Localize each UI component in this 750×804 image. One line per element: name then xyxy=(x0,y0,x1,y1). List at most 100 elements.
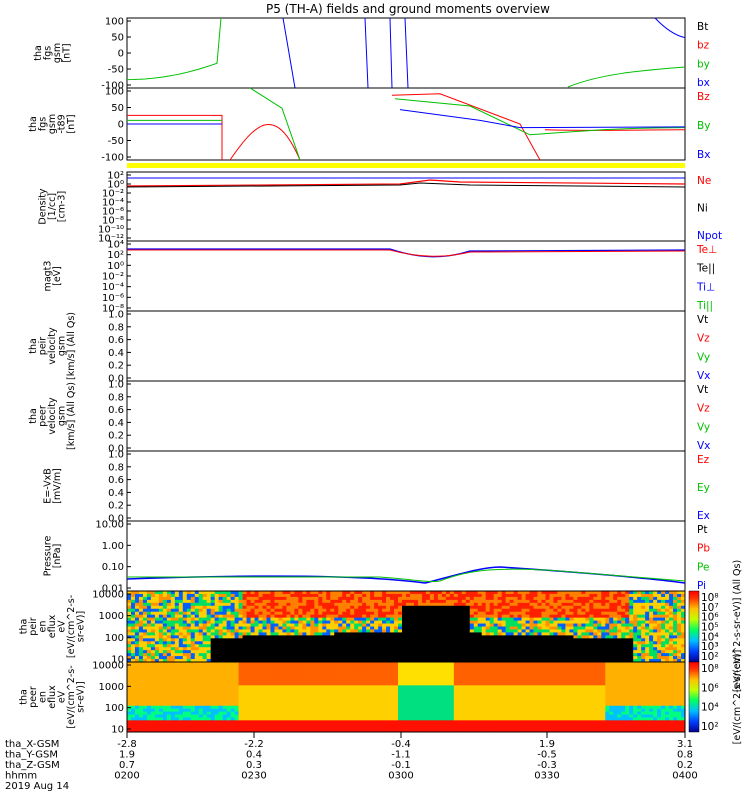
heatmap-cell xyxy=(330,715,334,718)
heatmap-cell xyxy=(526,594,530,597)
heatmap-cell xyxy=(219,615,223,618)
heatmap-cell xyxy=(215,685,219,688)
heatmap-cell xyxy=(673,644,677,647)
heatmap-cell xyxy=(175,726,179,729)
heatmap-cell xyxy=(386,635,390,638)
heatmap-cell xyxy=(350,671,354,674)
heatmap-cell xyxy=(538,624,542,627)
heatmap-cell xyxy=(227,635,231,638)
heatmap-cell xyxy=(593,629,597,632)
heatmap-cell xyxy=(442,644,446,647)
heatmap-cell xyxy=(191,680,195,683)
heatmap-cell xyxy=(235,624,239,627)
heatmap-cell xyxy=(187,612,191,615)
heatmap-cell xyxy=(255,629,259,632)
heatmap-cell xyxy=(151,606,155,609)
heatmap-cell xyxy=(195,712,199,715)
heatmap-cell xyxy=(378,603,382,606)
heatmap-cell xyxy=(414,653,418,656)
heatmap-cell xyxy=(306,700,310,703)
heatmap-cell xyxy=(282,632,286,635)
heatmap-cell xyxy=(354,680,358,683)
heatmap-cell xyxy=(370,644,374,647)
heatmap-cell xyxy=(175,706,179,709)
heatmap-cell xyxy=(581,629,585,632)
heatmap-cell xyxy=(346,632,350,635)
heatmap-cell xyxy=(310,685,314,688)
heatmap-cell xyxy=(199,635,203,638)
heatmap-cell xyxy=(358,682,362,685)
heatmap-cell xyxy=(358,615,362,618)
heatmap-cell xyxy=(294,621,298,624)
y-tick-label: 0.8 xyxy=(108,392,124,403)
heatmap-cell xyxy=(617,612,621,615)
heatmap-cell xyxy=(199,712,203,715)
heatmap-cell xyxy=(450,591,454,594)
heatmap-cell xyxy=(494,618,498,621)
heatmap-cell xyxy=(147,697,151,700)
heatmap-cell xyxy=(227,674,231,677)
heatmap-cell xyxy=(637,594,641,597)
heatmap-cell xyxy=(597,656,601,659)
heatmap-cell xyxy=(183,694,187,697)
heatmap-cell xyxy=(637,612,641,615)
heatmap-cell xyxy=(286,656,290,659)
heatmap-cell xyxy=(326,638,330,641)
heatmap-cell xyxy=(147,720,151,723)
te-perp-trace xyxy=(127,250,685,256)
heatmap-cell xyxy=(593,627,597,630)
heatmap-cell xyxy=(470,615,474,618)
heatmap-cell xyxy=(470,606,474,609)
heatmap-cell xyxy=(322,677,326,680)
heatmap-cell xyxy=(394,644,398,647)
heatmap-cell xyxy=(557,653,561,656)
heatmap-cell xyxy=(183,717,187,720)
heatmap-cell xyxy=(573,600,577,603)
heatmap-cell xyxy=(370,600,374,603)
heatmap-cell xyxy=(362,603,366,606)
heatmap-cell xyxy=(270,632,274,635)
heatmap-cell xyxy=(247,621,251,624)
heatmap-cell xyxy=(267,709,271,712)
heatmap-cell xyxy=(617,627,621,630)
heatmap-cell xyxy=(247,709,251,712)
heatmap-cell xyxy=(645,594,649,597)
heatmap-cell xyxy=(227,656,231,659)
heatmap-cell xyxy=(143,682,147,685)
heatmap-cell xyxy=(565,615,569,618)
heatmap-cell xyxy=(514,632,518,635)
heatmap-cell xyxy=(310,591,314,594)
heatmap-cell xyxy=(239,612,243,615)
heatmap-cell xyxy=(314,638,318,641)
legend-Vt: Vt xyxy=(697,314,708,326)
heatmap-cell xyxy=(235,680,239,683)
heatmap-cell xyxy=(298,603,302,606)
heatmap-cell xyxy=(286,609,290,612)
heatmap-cell xyxy=(314,621,318,624)
heatmap-cell xyxy=(494,594,498,597)
heatmap-cell xyxy=(171,653,175,656)
heatmap-cell xyxy=(163,682,167,685)
heatmap-cell xyxy=(294,691,298,694)
heatmap-cell xyxy=(326,615,330,618)
heatmap-cell xyxy=(231,653,235,656)
heatmap-cell xyxy=(263,677,267,680)
heatmap-cell xyxy=(187,615,191,618)
heatmap-cell xyxy=(155,627,159,630)
heatmap-cell xyxy=(330,621,334,624)
heatmap-cell xyxy=(199,644,203,647)
heatmap-cell xyxy=(346,629,350,632)
heatmap-cell xyxy=(294,685,298,688)
heatmap-cell xyxy=(406,629,410,632)
heatmap-cell xyxy=(474,597,478,600)
heatmap-cell xyxy=(179,603,183,606)
heatmap-cell xyxy=(219,700,223,703)
heatmap-cell xyxy=(290,606,294,609)
legend-Ti||: Ti|| xyxy=(696,300,713,312)
heatmap-cell xyxy=(127,697,131,700)
heatmap-cell xyxy=(243,671,247,674)
heatmap-cell xyxy=(259,680,263,683)
heatmap-cell xyxy=(167,594,171,597)
heatmap-cell xyxy=(243,603,247,606)
heatmap-cell xyxy=(418,600,422,603)
